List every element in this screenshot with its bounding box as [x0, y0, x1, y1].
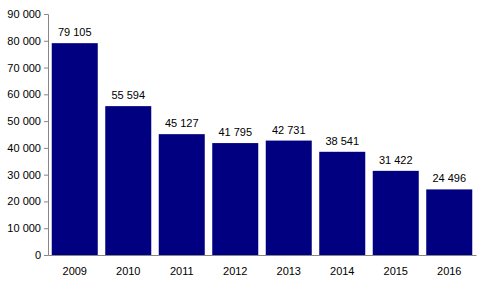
y-tick-mark	[44, 94, 48, 95]
y-tick-label: 0	[35, 249, 41, 261]
x-axis-line	[49, 255, 477, 256]
y-tick-mark	[44, 41, 48, 42]
bar	[319, 152, 365, 255]
y-tick: 10 000	[7, 222, 48, 234]
data-label: 45 127	[165, 117, 199, 129]
y-tick-label: 50 000	[7, 115, 41, 127]
bar	[212, 143, 258, 255]
y-tick-label: 10 000	[7, 222, 41, 234]
y-tick-mark	[44, 14, 48, 15]
bar	[52, 43, 98, 255]
y-tick: 80 000	[7, 35, 48, 47]
y-tick: 30 000	[7, 169, 48, 181]
data-label: 24 496	[432, 172, 466, 184]
bar	[105, 106, 151, 255]
plot: 0 10 000 20 000 30 000 40 000 50 000 60 000 70 …	[7, 8, 476, 276]
x-tick-label: 2012	[223, 265, 247, 277]
x-tick-label: 2015	[384, 265, 408, 277]
data-label: 41 795	[218, 126, 252, 138]
y-tick-label: 90 000	[7, 8, 41, 20]
y-tick: 20 000	[7, 195, 48, 207]
y-axis-line	[44, 15, 49, 256]
y-tick-label: 40 000	[7, 142, 41, 154]
x-tick: 2014	[330, 255, 354, 277]
y-tick-mark	[44, 121, 48, 122]
data-labels: 79 105 55 594 45 127 41 795 42 731 38 541 31 4…	[58, 26, 466, 184]
y-tick: 70 000	[7, 62, 48, 74]
y-tick-mark	[44, 148, 48, 149]
data-label: 42 731	[272, 124, 306, 136]
x-tick: 2010	[116, 255, 140, 277]
x-tick: 2009	[63, 255, 87, 277]
data-label: 31 422	[379, 154, 413, 166]
data-label: 55 594	[111, 89, 145, 101]
y-tick-mark	[44, 175, 48, 176]
x-tick: 2015	[384, 255, 408, 277]
y-tick-mark	[44, 228, 48, 229]
chart: 0 10 000 20 000 30 000 40 000 50 000 60 000 70 …	[0, 0, 480, 289]
bar	[266, 141, 312, 255]
bars	[52, 43, 473, 255]
y-tick-label: 60 000	[7, 88, 41, 100]
x-tick: 2013	[277, 255, 301, 277]
x-tick-label: 2009	[63, 265, 87, 277]
bar	[373, 171, 419, 255]
x-tick-label: 2010	[116, 265, 140, 277]
bar	[426, 189, 472, 255]
y-tick-mark	[44, 201, 48, 202]
y-tick: 90 000	[7, 8, 48, 20]
data-label: 38 541	[325, 135, 359, 147]
y-tick-label: 70 000	[7, 62, 41, 74]
y-tick-label: 30 000	[7, 169, 41, 181]
x-tick: 2011	[170, 255, 194, 277]
y-axis: 0 10 000 20 000 30 000 40 000 50 000 60 000 70 …	[7, 8, 48, 261]
bar	[159, 134, 205, 255]
y-tick-label: 20 000	[7, 195, 41, 207]
data-label: 79 105	[58, 26, 92, 38]
x-tick-label: 2013	[277, 265, 301, 277]
x-tick-label: 2011	[170, 265, 194, 277]
x-tick-label: 2016	[437, 265, 461, 277]
x-tick-label: 2014	[330, 265, 354, 277]
y-tick-mark	[44, 68, 48, 69]
x-tick: 2012	[223, 255, 247, 277]
y-tick: 60 000	[7, 88, 48, 100]
x-tick: 2016	[437, 255, 461, 277]
y-tick: 40 000	[7, 142, 48, 154]
x-axis: 2009 2010 2011 2012 2013 2014 2015 2016	[49, 255, 477, 277]
y-tick-mark	[44, 255, 48, 256]
y-tick: 50 000	[7, 115, 48, 127]
y-tick: 0	[35, 249, 48, 261]
y-tick-label: 80 000	[7, 35, 41, 47]
